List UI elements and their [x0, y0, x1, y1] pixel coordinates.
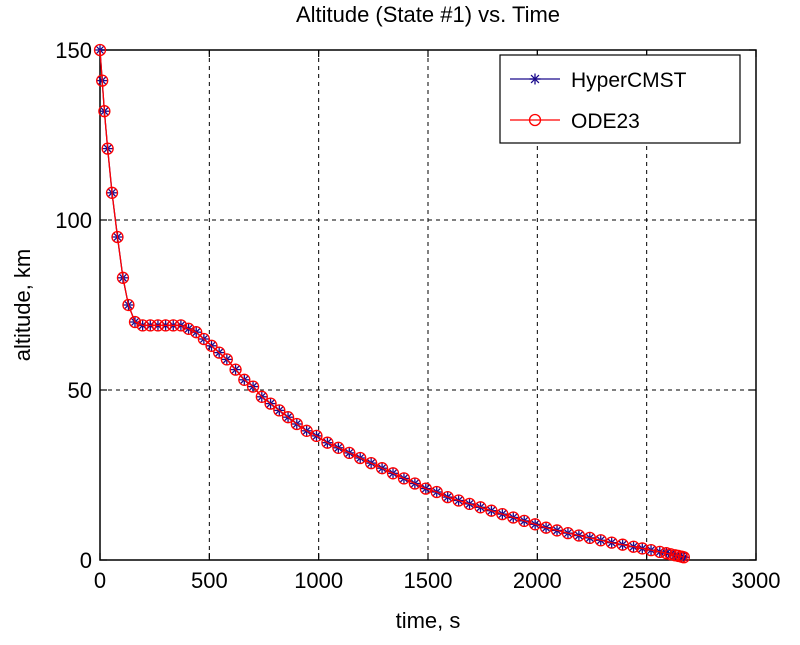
- data-point-ode23: [332, 441, 345, 454]
- data-point-ode23: [627, 540, 640, 553]
- data-point-ode23: [98, 105, 111, 118]
- data-point-ode23: [321, 436, 334, 449]
- y-tick-label: 150: [55, 38, 92, 63]
- chart-title: Altitude (State #1) vs. Time: [296, 2, 560, 27]
- data-point-ode23: [354, 451, 367, 465]
- legend: HyperCMST ODE23: [499, 54, 741, 144]
- data-point-ode23: [111, 230, 124, 244]
- x-tick-label: 2500: [622, 568, 671, 593]
- data-point-ode23: [122, 298, 135, 312]
- legend-entry-hypercmst: HyperCMST: [510, 69, 687, 92]
- data-point-ode23: [677, 551, 690, 564]
- data-point-ode23: [264, 397, 277, 410]
- data-point-ode23: [136, 319, 149, 332]
- data-point-ode23: [205, 339, 218, 352]
- data-point-ode23: [419, 482, 432, 495]
- data-point-ode23: [105, 186, 119, 199]
- data-point-ode23: [167, 319, 180, 332]
- data-point-ode23: [386, 467, 400, 480]
- series-layer: [93, 43, 690, 564]
- data-point-ode23: [182, 322, 195, 335]
- y-tick-label: 100: [55, 208, 92, 233]
- data-point-ode23: [441, 490, 454, 504]
- data-point-ode23: [310, 429, 323, 443]
- data-point-ode23: [101, 142, 114, 155]
- y-tick-labels: 0 50 100 150: [55, 38, 92, 573]
- data-point-ode23: [364, 456, 378, 470]
- x-tick-label: 1000: [294, 568, 343, 593]
- y-axis-label: altitude, km: [10, 249, 35, 362]
- data-point-ode23: [246, 380, 260, 393]
- legend-marker-hypercmst: [529, 73, 541, 85]
- data-point-ode23: [128, 315, 142, 329]
- data-point-ode23: [151, 319, 165, 332]
- data-point-ode23: [174, 319, 188, 332]
- data-point-ode23: [636, 542, 649, 555]
- data-point-ode23: [144, 319, 157, 332]
- x-tick-label: 3000: [732, 568, 781, 593]
- data-point-ode23: [644, 543, 658, 557]
- series-ode23: [93, 43, 690, 564]
- data-point-ode23: [273, 404, 286, 417]
- data-point-ode23: [507, 511, 520, 524]
- legend-entries: HyperCMST ODE23: [510, 69, 687, 133]
- x-tick-label: 500: [191, 568, 228, 593]
- legend-marker-ode23: [528, 113, 542, 127]
- data-point-ode23: [229, 363, 242, 376]
- data-point-ode23: [430, 485, 443, 499]
- grid: [100, 50, 756, 560]
- data-point-ode23: [190, 326, 203, 339]
- data-point-ode23: [159, 319, 172, 332]
- x-tick-label: 1500: [404, 568, 453, 593]
- data-point-ode23: [96, 74, 109, 87]
- data-point-ode23: [452, 494, 465, 507]
- x-tick-label: 2000: [513, 568, 562, 593]
- data-point-ode23: [255, 390, 268, 403]
- data-point-ode23: [197, 332, 211, 346]
- data-point-ode23: [474, 501, 487, 514]
- data-point-ode23: [220, 353, 233, 366]
- data-point-ode23: [408, 477, 422, 490]
- legend-entry-ode23: ODE23: [510, 110, 640, 133]
- data-point-ode23: [518, 514, 531, 528]
- data-point-ode23: [281, 411, 295, 424]
- data-point-ode23: [528, 518, 542, 531]
- data-point-ode23: [213, 346, 226, 359]
- legend-label-ode23: ODE23: [571, 110, 640, 133]
- data-point-ode23: [485, 504, 498, 517]
- data-point-ode23: [238, 373, 251, 386]
- data-point-ode23: [93, 43, 107, 57]
- y-tick-label: 50: [68, 378, 92, 403]
- data-point-ode23: [397, 472, 411, 485]
- data-point-ode23: [290, 417, 303, 431]
- legend-box: [499, 54, 741, 144]
- data-point-ode23: [375, 462, 389, 475]
- data-point-ode23: [300, 424, 313, 437]
- data-point-ode23: [463, 497, 476, 511]
- data-point-ode23: [343, 446, 356, 460]
- x-tick-labels: 0 500 1000 1500 2000 2500 3000: [94, 568, 781, 593]
- legend-label-hypercmst: HyperCMST: [571, 69, 687, 92]
- x-tick-label: 0: [94, 568, 106, 593]
- data-point-ode23: [660, 547, 673, 560]
- data-point-ode23: [496, 507, 509, 521]
- data-point-ode23: [116, 271, 130, 284]
- y-tick-label: 0: [80, 548, 92, 573]
- x-axis-label: time, s: [396, 608, 461, 633]
